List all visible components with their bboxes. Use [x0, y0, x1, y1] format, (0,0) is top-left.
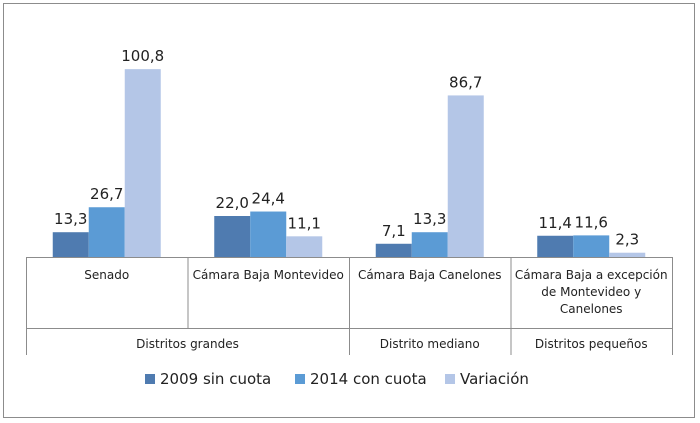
bar-2-3: [411, 232, 448, 257]
bar-1-2: [214, 216, 251, 257]
data-label-1-3: 7,1: [382, 222, 406, 240]
legend-label-3: Variación: [460, 370, 529, 388]
data-label-2-4: 11,6: [575, 213, 608, 231]
data-label-1-2: 22,0: [216, 194, 249, 212]
data-label-2-3: 13,3: [413, 210, 446, 228]
data-label-1-4: 11,4: [539, 214, 572, 232]
legend-label-2: 2014 con cuota: [310, 370, 427, 388]
category-label-1: Senado: [84, 268, 129, 282]
category-label-4-line-3: Canelones: [560, 302, 623, 316]
category-label-3: Cámara Baja Canelones: [358, 268, 502, 282]
category-label-4-line-2: de Montevideo y: [541, 285, 641, 299]
category-label-4-line-1: Cámara Baja a excepción: [515, 268, 668, 282]
bar-2-1: [88, 207, 125, 257]
bar-3-1: [124, 69, 161, 258]
bar-2-4: [573, 235, 610, 257]
legend-swatch-3: [445, 374, 455, 384]
data-label-3-3: 86,7: [449, 73, 482, 91]
group-label-1: Distritos grandes: [136, 337, 239, 351]
bar-1-4: [537, 235, 574, 257]
data-label-1-1: 13,3: [54, 210, 87, 228]
bar-3-3: [447, 95, 484, 257]
data-label-2-1: 26,7: [90, 185, 123, 203]
data-label-3-4: 2,3: [615, 231, 639, 249]
bar-3-4: [609, 252, 646, 257]
data-label-3-2: 11,1: [288, 214, 321, 232]
group-label-2: Distrito mediano: [380, 337, 480, 351]
legend-swatch-2: [295, 374, 305, 384]
legend-label-1: 2009 sin cuota: [160, 370, 271, 388]
group-label-3: Distritos pequeños: [535, 337, 648, 351]
bar-3-2: [286, 236, 323, 257]
legend-swatch-1: [145, 374, 155, 384]
data-label-2-2: 24,4: [252, 190, 285, 208]
bar-2-2: [250, 211, 287, 257]
data-label-3-1: 100,8: [121, 47, 164, 65]
category-label-2: Cámara Baja Montevideo: [193, 268, 344, 282]
bar-1-3: [375, 243, 412, 257]
bar-1-1: [52, 232, 89, 257]
